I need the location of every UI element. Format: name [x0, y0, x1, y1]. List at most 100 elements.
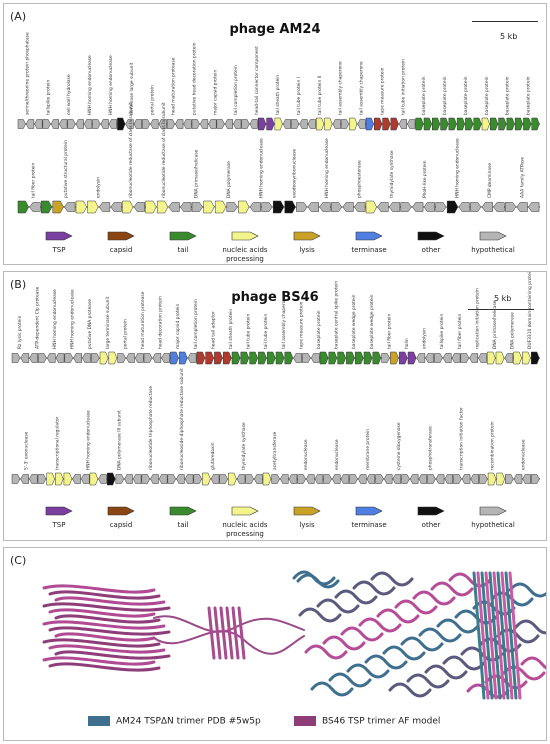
panel-title: phage BS46	[231, 290, 319, 305]
gene-label: large terminase subunit	[105, 296, 111, 349]
gene-label: endolysin	[422, 328, 428, 349]
gene-label: ATP-dependent Clp protease	[34, 286, 40, 349]
gene-arrow	[398, 351, 408, 365]
gene-arrow	[262, 472, 272, 486]
gene-arrow	[142, 119, 151, 129]
gene-label: portal protein	[150, 85, 156, 115]
gene-arrow	[465, 117, 474, 131]
gene-arrow	[531, 117, 540, 131]
gene-arrow	[481, 117, 490, 131]
gene-arrow	[495, 351, 505, 365]
gene-arrow	[284, 351, 294, 365]
gene-arrow	[366, 474, 376, 484]
scale-label: 5 kb	[500, 32, 518, 41]
gene-arrow	[202, 472, 211, 486]
gene-arrow	[412, 202, 424, 212]
domain-ribbon	[340, 626, 384, 642]
domain-ribbon	[316, 598, 360, 614]
legend-swatch	[169, 231, 197, 241]
gene-label: tailspike protein	[45, 80, 51, 115]
gene-arrow	[528, 202, 540, 212]
legend-swatch	[45, 506, 73, 516]
legend-label: hypothetical	[471, 246, 515, 254]
gene-label: HNH homing endonuclease	[259, 138, 265, 198]
helix-ribbon	[42, 584, 156, 594]
gene-arrow	[363, 351, 373, 365]
beta-helix	[492, 571, 506, 700]
legend-label: hypothetical	[471, 521, 515, 529]
gene-arrow	[203, 200, 215, 214]
legend-label: tail	[177, 521, 189, 529]
gene-arrow	[210, 474, 220, 484]
gene-arrow	[108, 351, 118, 365]
legend-label: nucleic acids processing	[222, 246, 268, 263]
gene-arrow	[293, 353, 302, 363]
gene-arrow	[415, 117, 424, 131]
helix-ribbon	[54, 650, 171, 660]
panel-label: (C)	[10, 554, 27, 567]
gene-arrow	[319, 202, 331, 212]
domain-ribbon	[418, 627, 462, 643]
gene-arrow	[284, 200, 296, 214]
gene-label: tail tube protein	[246, 314, 252, 349]
domain-ribbon	[406, 673, 450, 689]
gene-arrow	[143, 353, 153, 363]
gene-label: DUF3310 domain-containing protein	[527, 272, 533, 349]
beta-helix	[504, 571, 518, 700]
gene-arrow	[37, 474, 47, 484]
model-legend-label: BS46 TSP trimer AF model	[322, 716, 441, 727]
gene-arrow	[266, 117, 275, 131]
gene-arrow	[470, 474, 479, 484]
gene-label: tail fiber protein	[457, 313, 463, 349]
gene-arrow	[505, 474, 514, 484]
helix-ribbon	[42, 602, 171, 612]
gene-arrow	[390, 117, 399, 131]
gene-arrow	[271, 474, 280, 484]
gene-label: baseplate wedge protein	[351, 294, 357, 349]
gene-arrow	[392, 474, 402, 484]
gene-arrow	[434, 353, 443, 363]
gene-label: exodeoxyribonuclease	[291, 149, 297, 198]
gene-label: transcription initiation factor	[458, 407, 464, 470]
beta-strand	[231, 606, 240, 660]
gene-label: replication initiation protein	[474, 288, 480, 349]
gene-arrow	[75, 200, 87, 214]
gene-arrow	[323, 474, 332, 484]
gene-arrow	[17, 119, 26, 129]
legend-item-terminase: terminase	[334, 230, 404, 255]
legend-item-nucleic: nucleic acids processing	[210, 505, 280, 539]
gene-arrow	[316, 117, 325, 131]
legend-swatch	[355, 506, 383, 516]
gene-arrow	[126, 353, 135, 363]
gene-arrow	[224, 119, 234, 129]
gene-label: tail assembly chaperone	[359, 61, 365, 115]
gene-arrow	[280, 474, 289, 484]
gene-arrow	[390, 351, 399, 365]
gene-arrow	[299, 119, 308, 129]
gene-arrow	[208, 119, 217, 129]
legend-swatch	[417, 506, 445, 516]
domain-ribbon	[442, 655, 486, 671]
gene-arrow	[328, 351, 338, 365]
gene-arrow	[504, 353, 514, 363]
gene-label: HNH homing endonuclease	[454, 138, 460, 198]
gene-arrow	[132, 474, 142, 484]
gene-arrow	[125, 119, 134, 129]
gene-arrow	[486, 351, 496, 365]
beta-helix	[476, 571, 490, 700]
helix-ribbon	[54, 614, 161, 624]
gene-arrow	[141, 474, 151, 484]
legend-label: terminase	[351, 246, 387, 254]
gene-label: tail assembly chaperone	[281, 295, 287, 349]
legend-item-tsp: TSP	[24, 230, 94, 255]
scale-label: 5 kb	[494, 294, 512, 303]
panel-title: phage AM24	[229, 22, 321, 37]
legend-item-nucleic: nucleic acids processing	[210, 230, 280, 264]
gene-arrow	[442, 353, 452, 363]
gene-label: head maturation protease	[171, 57, 177, 115]
gene-arrow	[498, 117, 507, 131]
legend-swatch	[231, 506, 259, 516]
gene-label: baseplate protein	[421, 76, 427, 115]
genome-map-bs46: Rz lysis protein ATP-dependent Clp protea…	[11, 272, 540, 486]
legend-swatch	[107, 506, 135, 516]
